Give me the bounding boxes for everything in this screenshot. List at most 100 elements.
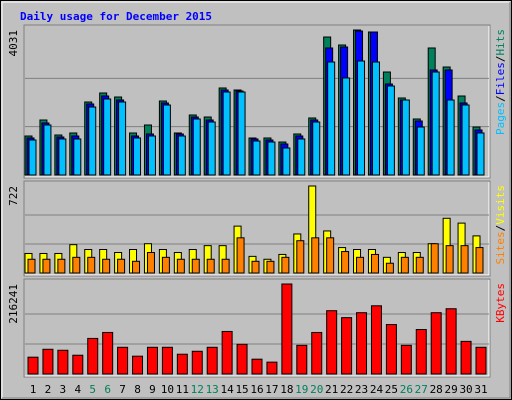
- bar: [191, 258, 200, 274]
- bar: [102, 331, 114, 375]
- bar: [267, 141, 276, 176]
- y-tick-label: 4031: [7, 30, 20, 57]
- bar: [237, 91, 246, 176]
- x-tick-label: 29: [445, 383, 458, 396]
- bar: [102, 258, 111, 274]
- x-tick-label: 23: [355, 383, 368, 396]
- bar: [281, 283, 293, 375]
- bar: [206, 346, 218, 375]
- x-tick-label: 6: [104, 383, 111, 396]
- bar: [342, 77, 351, 176]
- x-tick-label: 3: [60, 383, 67, 396]
- x-tick-label: 7: [119, 383, 126, 396]
- bar: [445, 308, 457, 375]
- bar: [28, 139, 37, 176]
- bar: [177, 135, 186, 176]
- bar: [327, 61, 336, 176]
- bar: [326, 237, 335, 274]
- bar: [296, 240, 305, 274]
- bar: [222, 91, 231, 176]
- x-tick-label: 17: [265, 383, 278, 396]
- bar: [341, 251, 350, 274]
- bar: [416, 126, 425, 176]
- bar: [400, 256, 409, 274]
- x-tick-label: 20: [310, 383, 323, 396]
- bar: [311, 331, 323, 375]
- x-tick-label: 18: [280, 383, 293, 396]
- bar: [42, 348, 54, 375]
- bar: [206, 258, 215, 274]
- bar: [385, 324, 397, 375]
- bar: [117, 258, 126, 274]
- bar: [415, 256, 424, 274]
- x-tick-label: 16: [250, 383, 263, 396]
- bar: [385, 262, 394, 274]
- bar: [42, 258, 51, 274]
- bar: [147, 135, 156, 176]
- x-tick-label: 28: [430, 383, 443, 396]
- bar: [117, 346, 129, 375]
- bar: [176, 353, 188, 375]
- panel-bevel: [25, 26, 490, 178]
- bar: [133, 137, 142, 176]
- legend: Sites/Visits: [494, 185, 507, 265]
- bar: [370, 253, 379, 274]
- panel-bevel: [25, 280, 490, 377]
- x-tick-label: 25: [385, 383, 398, 396]
- bar: [401, 99, 410, 176]
- bar: [312, 121, 321, 176]
- bar: [430, 312, 442, 375]
- bar: [341, 317, 353, 375]
- legend-separator: /: [494, 225, 507, 232]
- bar: [445, 245, 454, 274]
- bar: [475, 247, 484, 274]
- x-tick-label: 26: [400, 383, 413, 396]
- bar: [356, 256, 365, 274]
- bar: [460, 340, 472, 375]
- x-tick-label: 14: [221, 383, 235, 396]
- x-tick-label: 2: [45, 383, 52, 396]
- x-tick-label: 12: [191, 383, 204, 396]
- bar: [460, 245, 469, 274]
- bar: [27, 356, 39, 375]
- bar: [88, 106, 97, 176]
- bar: [191, 350, 203, 375]
- x-tick-label: 13: [206, 383, 219, 396]
- legend-separator: /: [494, 95, 507, 102]
- bar: [87, 256, 96, 274]
- bar: [326, 310, 338, 375]
- x-tick-label: 24: [370, 383, 384, 396]
- bar: [192, 118, 201, 176]
- legend-entry: Files: [494, 62, 507, 95]
- x-tick-label: 1: [30, 383, 37, 396]
- bar: [27, 258, 36, 274]
- bar: [461, 104, 470, 176]
- bar: [296, 344, 308, 375]
- bar: [431, 71, 440, 176]
- bar: [161, 346, 173, 375]
- bar: [251, 260, 260, 274]
- bar: [236, 237, 245, 274]
- bar: [73, 138, 82, 176]
- bar: [87, 337, 99, 375]
- bar: [475, 346, 487, 375]
- bar: [221, 330, 233, 375]
- bar: [58, 138, 67, 176]
- bar: [57, 349, 69, 375]
- bar: [72, 354, 84, 375]
- bar: [430, 243, 439, 274]
- bar: [118, 101, 127, 176]
- bar: [236, 343, 248, 375]
- bar: [132, 260, 141, 274]
- chart-title: Daily usage for December 2015: [20, 10, 212, 23]
- legend: KBytes: [494, 283, 507, 323]
- bar: [146, 346, 158, 375]
- bar: [311, 237, 320, 274]
- bar: [146, 252, 155, 274]
- bar: [266, 361, 278, 375]
- x-tick-label: 10: [161, 383, 174, 396]
- bar: [266, 260, 275, 274]
